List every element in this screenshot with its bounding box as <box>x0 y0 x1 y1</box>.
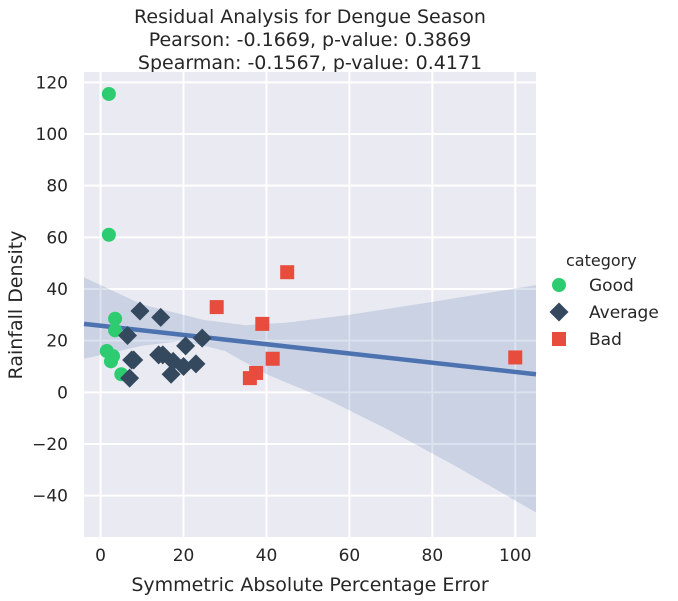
point-bad <box>255 316 270 331</box>
legend-label-good: Good <box>589 276 634 296</box>
point-average <box>174 357 194 376</box>
x-tick-label: 0 <box>95 546 106 566</box>
point-bad <box>280 265 295 280</box>
point-good <box>101 227 116 242</box>
point-good <box>101 86 116 101</box>
point-good <box>106 349 121 364</box>
point-average <box>151 307 171 327</box>
point-average <box>186 354 206 374</box>
y-tick-label: 120 <box>36 73 68 93</box>
point-average <box>130 301 150 321</box>
point-bad <box>209 300 224 315</box>
point-average <box>192 328 212 348</box>
chart-title-line-3: Spearman: -0.1567, p-value: 0.4171 <box>138 52 482 74</box>
y-tick-label: 100 <box>36 125 68 145</box>
point-bad <box>265 351 280 366</box>
x-tick-label: 80 <box>422 546 444 566</box>
x-tick-label: 20 <box>173 546 195 566</box>
plot-area <box>84 72 536 537</box>
point-average <box>161 364 181 384</box>
regression-line-group <box>83 321 537 377</box>
point-bad <box>242 371 257 386</box>
point-bad <box>508 350 523 365</box>
x-tick-label: 100 <box>499 546 531 566</box>
point-average <box>120 368 140 388</box>
y-tick-label: −20 <box>32 435 68 455</box>
y-tick-label: 20 <box>46 332 68 352</box>
y-tick-label: 0 <box>57 383 68 403</box>
point-average <box>124 350 144 370</box>
point-average <box>176 336 196 356</box>
data-points <box>99 86 523 388</box>
y-tick-label: 80 <box>46 177 68 197</box>
y-tick-labels: −40 −20 0 20 40 60 80 100 120 <box>32 73 68 506</box>
y-tick-label: 40 <box>46 280 68 300</box>
regression-line <box>83 321 537 377</box>
y-tick-label: −40 <box>32 487 68 507</box>
y-tick-label: 60 <box>46 228 68 248</box>
point-average <box>118 326 138 345</box>
legend-label-bad: Bad <box>589 330 622 350</box>
point-good <box>108 323 123 338</box>
legend-marker-bad <box>552 332 566 346</box>
x-tick-labels: 0 20 40 60 80 100 <box>95 546 531 566</box>
x-tick-label: 60 <box>339 546 361 566</box>
chart-title: Residual Analysis for Dengue Season Pear… <box>134 6 486 74</box>
legend: category Good Average Bad <box>549 251 659 350</box>
y-axis-label: Rainfall Density <box>5 231 27 380</box>
gridlines <box>84 72 536 537</box>
legend-label-average: Average <box>589 303 659 323</box>
x-tick-label: 40 <box>256 546 278 566</box>
legend-marker-good <box>552 278 566 292</box>
chart-title-line-2: Pearson: -0.1669, p-value: 0.3869 <box>149 29 472 51</box>
chart-title-line-1: Residual Analysis for Dengue Season <box>134 6 486 28</box>
x-axis-label: Symmetric Absolute Percentage Error <box>131 574 489 596</box>
legend-marker-average <box>549 302 569 322</box>
point-good <box>108 311 123 326</box>
legend-title: category <box>566 251 637 270</box>
